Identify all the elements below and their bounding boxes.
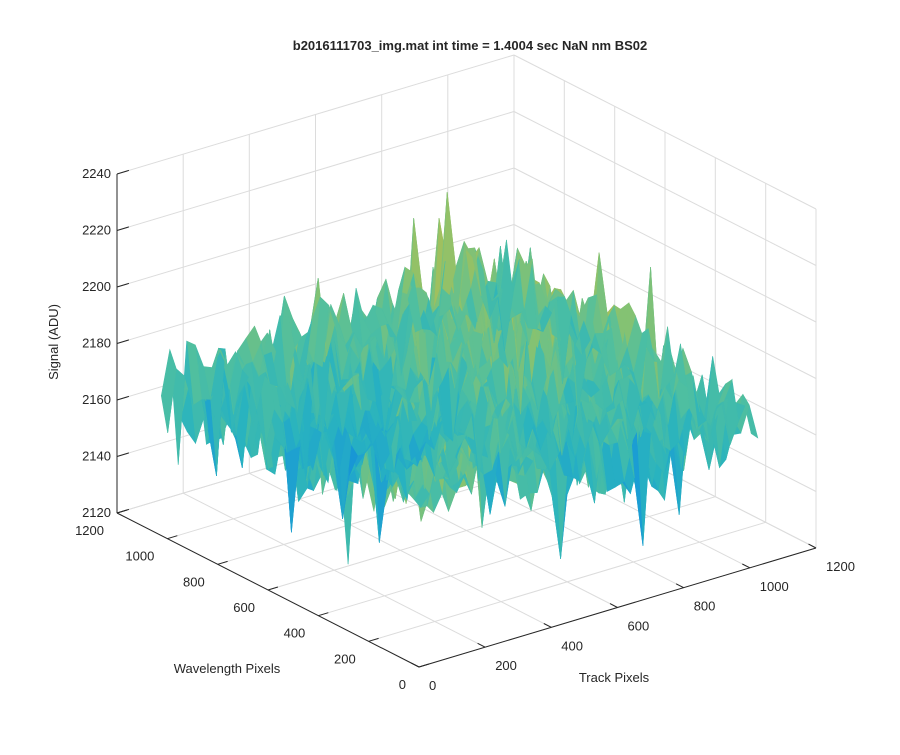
z-axis-label: Signal (ADU) [46,304,61,380]
z-tick-mark [116,282,130,288]
z-tick-mark [116,452,130,457]
z-tick-label: 2200 [82,279,111,294]
y-tick-label: 1000 [125,549,154,564]
y-axis-label: Wavelength Pixels [174,661,281,676]
gridline [116,54,515,175]
z-tick-mark [116,226,130,231]
x-tick-mark [477,642,486,648]
gridline [513,111,817,266]
x-tick-label: 400 [561,638,583,653]
y-tick-mark [116,509,128,514]
x-tick-mark [543,623,552,628]
y-tick-label: 400 [284,626,306,641]
gridline [513,224,817,379]
y-tick-label: 600 [233,600,255,615]
x-tick-label: 200 [495,658,517,673]
x-tick-mark [808,543,817,549]
y-tick-label: 200 [334,651,356,666]
x-tick-mark [675,583,684,589]
gridline [513,54,817,210]
y-tick-label: 0 [399,677,406,692]
z-tick-label: 2220 [82,223,111,238]
z-tick-label: 2120 [82,505,111,520]
y-tick-mark [318,612,329,617]
y-tick-label: 800 [183,574,205,589]
gridline [116,111,515,231]
x-tick-label: 600 [628,619,650,634]
x-tick-label: 1000 [760,579,789,594]
x-tick-label: 0 [429,678,436,693]
y-tick-mark [368,637,379,642]
tick-layer: 2120 2140 2160 2180 2200 2220 2240 0 200 400 600 80… [75,166,855,693]
gridline [368,521,766,642]
z-tick-label: 2160 [82,392,111,407]
x-tick-mark [411,662,420,668]
surface-layer [160,192,759,565]
x-tick-label: 800 [694,599,716,614]
gridline [318,496,716,617]
z-tick-label: 2140 [82,449,111,464]
x-tick-mark [742,563,751,569]
x-tick-mark [609,603,618,608]
z-tick-mark [116,339,130,344]
z-tick-label: 2180 [82,336,111,351]
y-tick-mark [167,535,178,540]
x-tick-label: 1200 [826,559,855,574]
z-tick-mark [116,395,130,401]
y-tick-mark [217,560,228,565]
gridline [513,167,817,323]
x-axis-label: Track Pixels [579,670,650,685]
y-tick-label: 1200 [75,523,104,538]
z-tick-label: 2240 [82,166,111,181]
surface-patch [160,348,177,433]
y-tick-mark [418,663,430,668]
gridline [116,167,515,288]
chart-title: b2016111703_img.mat int time = 1.4004 se… [293,38,647,53]
z-tick-mark [116,169,130,175]
y-tick-mark [267,586,279,591]
